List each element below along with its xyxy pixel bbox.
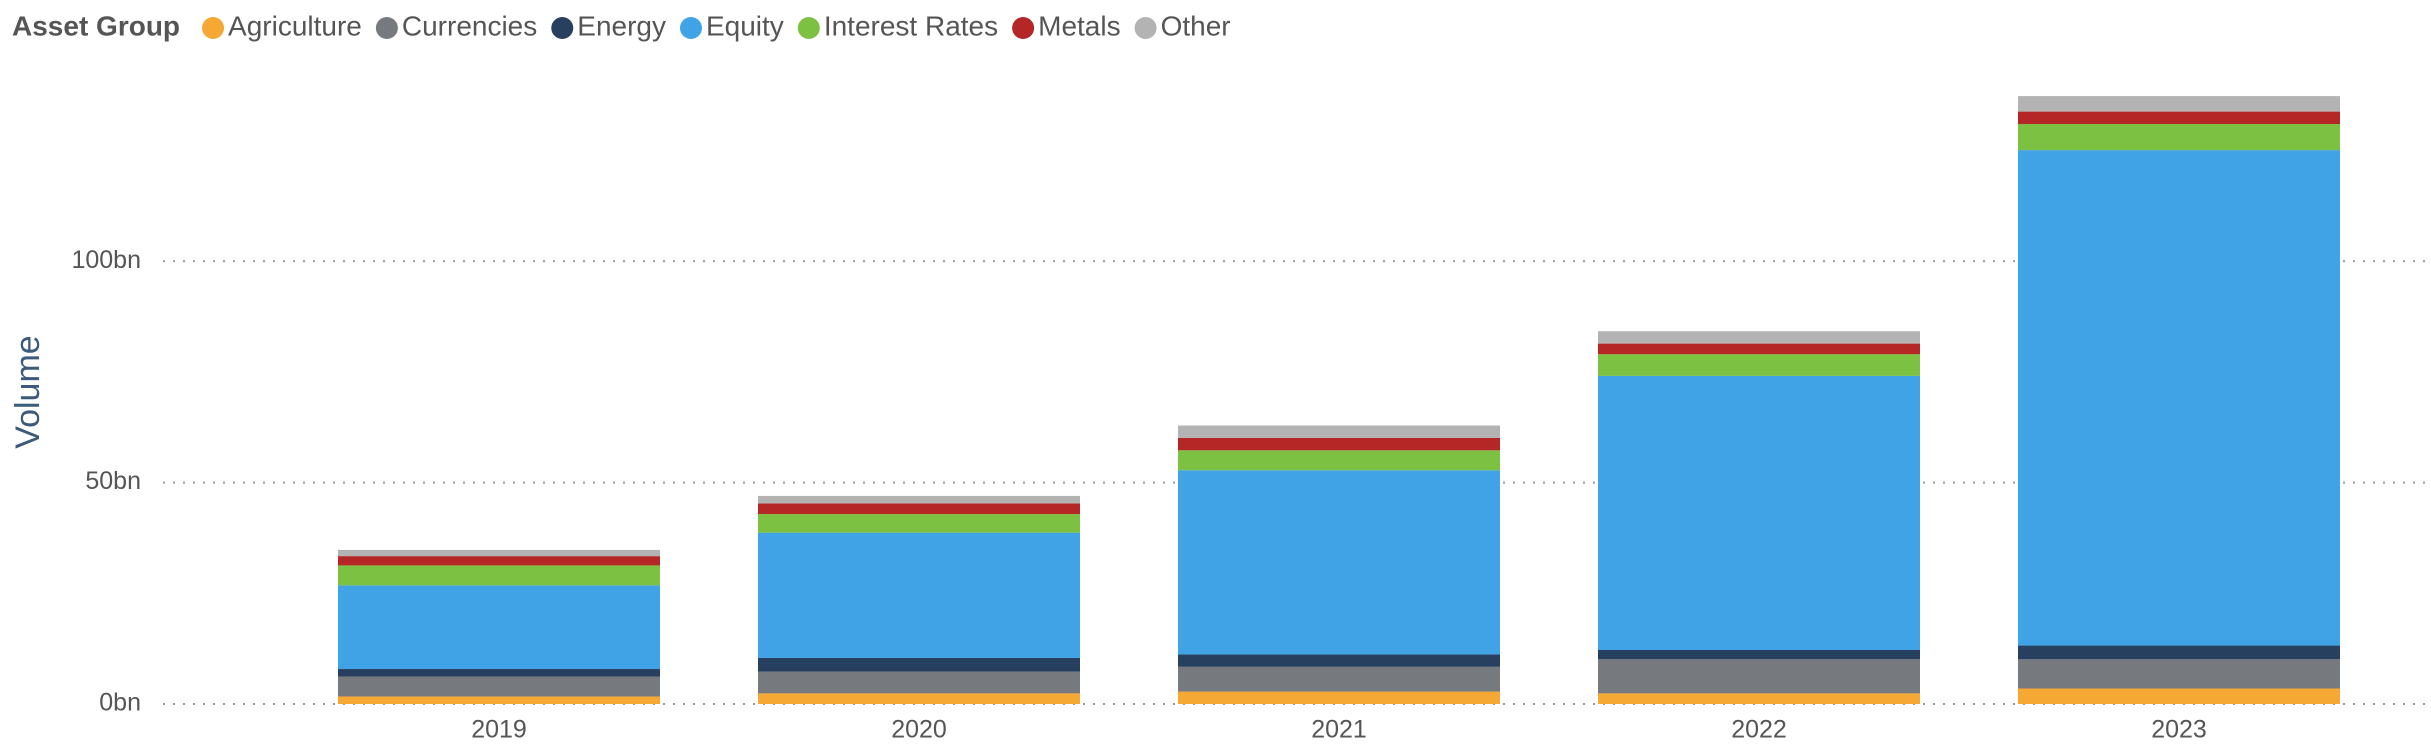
bar-segment bbox=[1598, 375, 1920, 650]
bar-segment bbox=[1178, 425, 1500, 438]
bar-segment bbox=[338, 549, 660, 557]
legend-swatch bbox=[375, 17, 398, 39]
bar-segment bbox=[2018, 688, 2340, 704]
bar-segment bbox=[2018, 150, 2340, 646]
bar-segment bbox=[338, 669, 660, 677]
y-axis-title: Volume bbox=[9, 335, 47, 448]
legend-swatch bbox=[679, 17, 702, 39]
legend-title: Asset Group bbox=[12, 10, 180, 41]
bar-segment bbox=[338, 585, 660, 670]
bar-segment bbox=[2018, 645, 2340, 660]
legend-swatch bbox=[202, 17, 225, 39]
bar-segment bbox=[1178, 437, 1500, 451]
bar-segment bbox=[1178, 470, 1500, 655]
bar-segment bbox=[1598, 693, 1920, 704]
bar-segment bbox=[338, 556, 660, 566]
bar-segment bbox=[758, 495, 1080, 504]
bar-segment bbox=[1178, 666, 1500, 692]
legend-swatch bbox=[797, 17, 820, 39]
bar-segment bbox=[2018, 96, 2340, 112]
legend-swatch bbox=[551, 17, 574, 39]
bar-segment bbox=[338, 676, 660, 697]
bar-segment bbox=[1598, 354, 1920, 376]
bar-segment bbox=[1598, 343, 1920, 355]
bar-segment bbox=[2018, 111, 2340, 124]
y-tick-label: 100bn bbox=[71, 246, 141, 274]
bar-segment bbox=[2018, 123, 2340, 151]
bar-segment bbox=[758, 671, 1080, 694]
x-tick-label: 2020 bbox=[891, 716, 947, 744]
bar-segment bbox=[338, 696, 660, 704]
x-tick-label: 2021 bbox=[1311, 716, 1367, 744]
y-tick-label: 50bn bbox=[85, 467, 141, 495]
bar-segment bbox=[758, 693, 1080, 704]
bar-segment bbox=[1178, 654, 1500, 667]
x-tick-label: 2022 bbox=[1731, 716, 1787, 744]
legend-label: Energy bbox=[577, 10, 666, 41]
y-tick-label: 0bn bbox=[99, 689, 141, 717]
legend-label: Other bbox=[1161, 10, 1231, 41]
legend-swatch bbox=[1134, 17, 1157, 39]
legend-label: Agriculture bbox=[228, 10, 362, 41]
bar-segment bbox=[1178, 691, 1500, 704]
bar-segment bbox=[758, 503, 1080, 515]
bar-segment bbox=[1178, 450, 1500, 471]
x-tick-label: 2019 bbox=[471, 716, 527, 744]
bar-segment bbox=[1598, 649, 1920, 660]
bar-segment bbox=[758, 514, 1080, 533]
legend-label: Equity bbox=[706, 10, 784, 41]
legend-label: Currencies bbox=[402, 10, 537, 41]
x-tick-label: 2023 bbox=[2151, 716, 2207, 744]
legend-label: Metals bbox=[1038, 10, 1120, 41]
bar-segment bbox=[1598, 331, 1920, 344]
bar-segment bbox=[2018, 659, 2340, 689]
bar-segment bbox=[758, 532, 1080, 658]
bar-segment bbox=[1598, 659, 1920, 694]
bar-segment bbox=[758, 657, 1080, 672]
legend-swatch bbox=[1012, 17, 1035, 39]
bar-segment bbox=[338, 565, 660, 586]
legend-label: Interest Rates bbox=[824, 10, 998, 41]
